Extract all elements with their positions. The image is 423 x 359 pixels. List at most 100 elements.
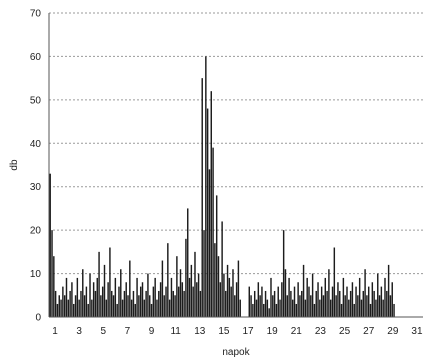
bar: [301, 290, 303, 317]
bar: [176, 256, 178, 317]
bar: [273, 290, 276, 317]
bar: [91, 299, 93, 317]
bar: [235, 282, 238, 317]
bar: [215, 195, 218, 317]
y-tick-label: 20: [30, 226, 42, 237]
y-axis-title: db: [9, 159, 20, 171]
x-tick-label: 1: [52, 326, 58, 337]
bar: [94, 290, 97, 317]
bar: [297, 282, 299, 317]
bar: [60, 299, 62, 317]
bar: [196, 282, 198, 317]
bar: [255, 299, 258, 317]
bar: [54, 290, 57, 317]
x-tick-label: 19: [267, 326, 279, 337]
bar: [138, 295, 140, 317]
bar: [257, 282, 260, 317]
bar: [264, 290, 267, 317]
x-tick-label: 21: [291, 326, 303, 337]
bar: [134, 303, 136, 317]
bar: [317, 282, 319, 317]
bar: [219, 282, 222, 317]
bar: [225, 290, 227, 317]
bar: [221, 221, 223, 317]
bar: [156, 299, 158, 317]
bar: [282, 230, 285, 317]
bar: [141, 282, 144, 317]
bar: [145, 290, 147, 317]
bar: [373, 290, 375, 317]
bar: [112, 295, 115, 317]
bar: [100, 295, 102, 317]
bar: [366, 295, 368, 317]
bar: [389, 295, 392, 317]
bar: [308, 286, 310, 317]
bar: [92, 282, 95, 317]
bar: [143, 299, 146, 317]
bar: [111, 290, 113, 317]
bar: [158, 290, 160, 317]
bars: [49, 56, 395, 318]
bar: [344, 295, 346, 317]
bar: [53, 256, 55, 317]
bar: [329, 299, 332, 317]
bar: [234, 295, 236, 317]
bar: [206, 108, 209, 318]
bar: [185, 238, 187, 317]
bar: [378, 295, 381, 317]
bar: [268, 308, 270, 317]
y-tick-label: 10: [30, 269, 42, 280]
bar: [293, 286, 296, 317]
bar: [351, 282, 354, 317]
bar: [174, 295, 176, 317]
bar: [322, 295, 325, 317]
bar: [121, 299, 124, 317]
bar: [339, 290, 341, 317]
bar: [295, 303, 298, 317]
bar: [154, 277, 156, 317]
bar: [299, 295, 301, 317]
bar: [277, 286, 279, 317]
bar: [382, 299, 384, 317]
bar: [266, 299, 269, 317]
bar: [230, 286, 232, 317]
bar: [150, 303, 153, 317]
bar: [58, 295, 60, 317]
bar: [194, 251, 196, 317]
bar: [181, 282, 184, 317]
bar: [192, 286, 194, 317]
bar: [357, 295, 359, 317]
bar: [310, 295, 312, 317]
bar: [311, 273, 314, 317]
bar: [62, 286, 64, 317]
bar: [65, 277, 68, 317]
bar: [349, 290, 352, 317]
bar: [232, 269, 234, 317]
bar: [203, 230, 205, 317]
bar: [228, 277, 231, 317]
x-tick-label: 31: [411, 326, 423, 337]
bar: [319, 299, 321, 317]
bar: [80, 290, 82, 317]
bar: [161, 260, 164, 317]
bar: [239, 299, 241, 317]
bar: [353, 303, 355, 317]
x-tick-label: 17: [243, 326, 255, 337]
bar: [386, 290, 388, 317]
bar: [130, 299, 133, 317]
bar: [71, 282, 73, 317]
bar: [391, 282, 393, 317]
bar: [183, 290, 185, 317]
bar: [101, 286, 104, 317]
bar: [371, 282, 374, 317]
x-tick-label: 5: [101, 326, 107, 337]
bar: [187, 208, 189, 317]
bar: [313, 303, 316, 317]
bar: [384, 277, 386, 317]
bar: [340, 303, 343, 317]
bar: [190, 264, 193, 317]
bar: [369, 303, 372, 317]
bar: [223, 273, 225, 317]
bar: [109, 247, 111, 317]
